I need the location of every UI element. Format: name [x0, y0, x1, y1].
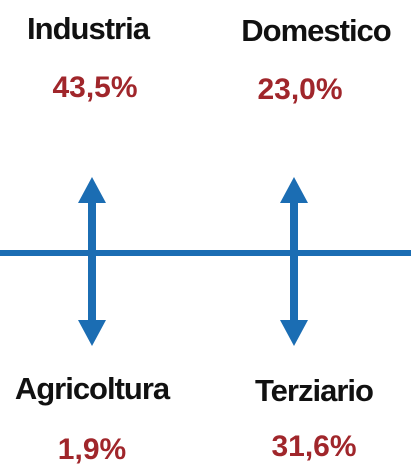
sector-label: Domestico	[241, 13, 391, 48]
double-arrow	[78, 177, 106, 346]
sector-value: 1,9%	[58, 433, 126, 466]
sector-label: Industria	[27, 11, 151, 46]
sector-value: 43,5%	[52, 71, 137, 104]
sector-label: Agricoltura	[15, 371, 171, 406]
double-arrow	[280, 177, 308, 346]
sector-value: 31,6%	[271, 430, 356, 463]
sector-value: 23,0%	[257, 73, 342, 106]
sector-label: Terziario	[255, 373, 373, 408]
